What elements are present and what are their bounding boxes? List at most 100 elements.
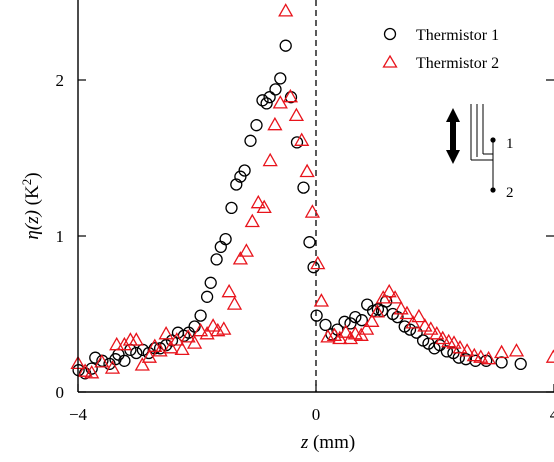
x-tick-label-0: −4 [69,405,88,424]
thermistor-2-point-58 [411,308,427,323]
thermistor-1-point-2 [85,362,98,375]
thermistor-2-point-38 [299,163,315,178]
thermistor-2-point-31 [262,152,278,167]
inset-arrow-up-head-icon [446,108,460,122]
y-axis-label-unit: (K [22,185,43,210]
thermistor-1-point-22 [200,290,214,303]
thermistor-1-point-30 [238,164,251,177]
legend: Thermistor 1 Thermistor 2 [382,27,499,72]
legend-label-thermistor-1: Thermistor 1 [416,27,499,44]
thermistor-2-point-17 [180,329,196,343]
y-axis-label-close: ) [22,172,43,178]
thermistor-1-point-27 [225,201,238,215]
x-tick-label-1: 0 [312,405,321,424]
thermistor-2-point-29 [250,194,266,209]
thermistor-2-point-37 [294,132,310,146]
thermistor-1-point-29 [234,170,247,183]
thermistor-2-point-11 [147,338,163,352]
thermistor-1-point-25 [214,240,227,254]
x-axis-label: z (mm) [300,432,355,453]
thermistor-1-point-58 [391,310,404,324]
thermistor-2-point-65 [452,339,468,354]
thermistor-2-point-14 [163,339,179,354]
thermistor-2-point-59 [417,318,433,332]
y-tick-label-1: 1 [56,227,65,246]
thermistor-2-point-55 [393,300,409,315]
thermistor-1-point-44 [310,309,323,322]
thermistor-2-point-69 [480,350,497,365]
thermistor-2-point-53 [381,283,397,298]
thermistor-1-point-34 [260,97,273,110]
thermistor-2-point-45 [338,324,354,338]
thermistor-1-point-8 [118,354,131,367]
thermistor-2-point-46 [342,330,359,345]
y-axis-label-superscript: 2 [19,179,34,186]
thermistor-1-point-52 [361,298,374,311]
thermistor-1-point-14 [153,342,167,355]
y-axis-label: η(z) (K2) [19,172,43,239]
thermistor-2-point-35 [282,88,299,103]
thermistor-2-point-24 [221,283,237,298]
thermistor-2-point-3 [94,354,110,368]
thermistor-2-point-41 [313,293,330,307]
thermistor-2-point-25 [226,296,243,310]
inset-arrow-down-head-icon [446,150,460,164]
inset-label-2: 2 [506,185,514,201]
thermistor-2-point-42 [320,329,336,343]
thermistor-1-point-37 [274,72,287,85]
thermistor-2-point-21 [205,318,221,332]
thermistor-1-point-73 [514,357,527,371]
legend-marker-thermistor-2 [382,54,398,68]
legend-label-thermistor-2: Thermistor 2 [416,55,499,72]
series-thermistor-1 [72,39,527,380]
inset-sensor-1 [490,137,496,143]
thermistor-2-point-1 [77,363,93,377]
thermistor-1-point-32 [250,119,263,132]
thermistor-1-point-72 [495,356,508,369]
thermistor-2-point-54 [387,290,403,304]
thermistor-2-point-2 [84,364,100,379]
thermistor-1-point-23 [204,276,217,289]
inset-sensor-2 [490,187,496,193]
thermistor-2-point-39 [304,204,321,218]
thermistor-1-point-42 [303,236,316,249]
thermistor-2-point-67 [466,347,482,362]
thermistor-2-point-32 [267,116,283,131]
inset-diagram: 1 2 [446,104,514,201]
thermistor-1-point-69 [459,353,473,366]
y-tick-label-0: 0 [56,383,65,402]
thermistor-2-point-20 [199,325,215,340]
thermistor-2-point-28 [244,213,260,228]
thermistor-2-point-5 [109,336,125,351]
thermistor-2-point-56 [399,305,415,320]
thermistor-2-point-23 [216,321,232,335]
thermistor-1-point-21 [194,309,207,322]
thermistor-2-point-22 [210,322,226,337]
thermistor-2-point-71 [508,343,525,357]
thermistor-2-point-51 [369,304,385,318]
thermistor-2-point-19 [192,322,209,337]
thermistor-1-point-60 [403,323,417,336]
thermistor-2-point-16 [174,341,190,356]
thermistor-2-point-12 [152,343,168,357]
thermistor-2-point-72 [545,349,554,363]
y-tick-label-2: 2 [56,71,65,90]
thermistor-2-point-61 [429,325,445,340]
x-axis-label-variable: z [300,432,309,453]
thermistor-2-point-18 [186,335,203,349]
thermistor-1-point-35 [263,91,276,104]
thermistor-1-point-36 [269,83,282,96]
thermistor-2-point-36 [288,107,305,122]
thermistor-2-point-27 [238,243,255,257]
legend-marker-thermistor-1 [383,27,397,41]
thermistor-1-point-10 [130,346,143,360]
thermistor-2-point-68 [473,349,489,363]
thermistor-2-point-70 [493,344,510,359]
thermistor-2-point-40 [310,255,326,270]
thermistor-1-point-3 [89,351,102,364]
x-axis-label-unit: (mm) [308,432,355,453]
thermistor-1-point-41 [297,181,310,194]
thermistor-2-point-6 [116,336,133,351]
